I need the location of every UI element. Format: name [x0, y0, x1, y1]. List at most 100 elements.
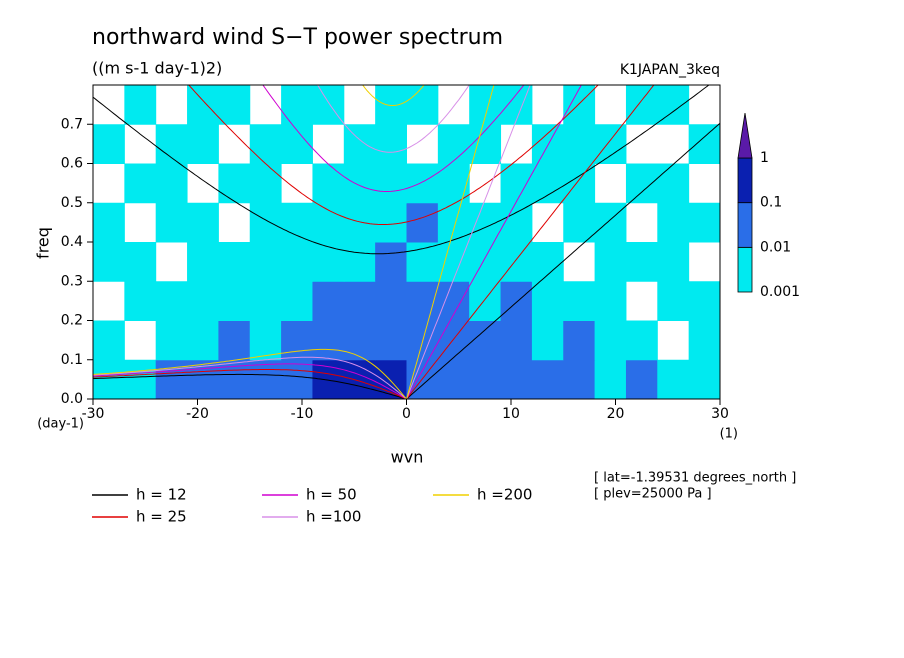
spectrum-cell	[437, 202, 470, 243]
spectrum-cell	[218, 85, 251, 125]
dispersion-curve	[406, 85, 655, 399]
dispersion-curve	[93, 363, 407, 399]
spectrum-cell	[563, 202, 596, 243]
spectrum-cell	[312, 202, 345, 243]
x-tick-label: -30	[82, 406, 105, 422]
colorbar-box	[737, 202, 753, 248]
dispersion-curve	[188, 85, 599, 225]
y-tick-label: 0.2	[61, 313, 83, 329]
spectrum-cell	[375, 163, 407, 204]
spectrum-cell	[531, 242, 564, 282]
spectrum-cell	[249, 242, 282, 282]
spectrum-cell	[563, 163, 596, 204]
chart-subtitle: ((m s-1 day-1)2)	[92, 59, 222, 78]
spectrum-cell	[93, 359, 125, 399]
spectrum-cell	[500, 242, 533, 282]
spectrum-cell	[594, 124, 627, 164]
x-tick-label: 20	[607, 406, 625, 422]
spectrum-cell	[406, 281, 439, 321]
spectrum-cell	[343, 281, 376, 321]
spectrum-cell	[437, 163, 470, 204]
x-tick-label: -20	[186, 406, 209, 422]
spectrum-cell	[406, 202, 439, 243]
spectrum-cell	[500, 359, 533, 399]
spectrum-cell	[657, 281, 690, 321]
spectrum-cell	[531, 163, 564, 204]
spectrum-cell	[375, 124, 407, 164]
x-axis-label: wvn	[391, 448, 424, 467]
spectrum-cell	[155, 202, 188, 243]
spectrum-cell	[281, 202, 313, 243]
spectrum-cell	[625, 85, 658, 125]
dispersion-curve	[93, 85, 710, 255]
colorbar-label: 1	[760, 150, 769, 166]
x-unit: (1)	[720, 427, 738, 442]
spectrum-cell	[343, 242, 376, 282]
dispersion-curve	[93, 373, 407, 399]
spectrum-cell	[688, 202, 720, 243]
legend-label: h = 25	[136, 508, 187, 526]
spectrum-cell	[594, 359, 627, 399]
spectrum-cell	[531, 359, 564, 399]
spectrum-cell	[187, 320, 219, 361]
spectrum-cell	[531, 124, 564, 164]
spectrum-cell	[688, 320, 720, 361]
spectrum-cell	[375, 281, 407, 321]
spectrum-cell	[249, 124, 282, 164]
spectrum-cell	[218, 163, 251, 204]
y-unit: (day-1)	[37, 417, 84, 432]
spectrum-cell	[312, 359, 345, 399]
spectrum-cell	[657, 85, 690, 125]
spectrum-cell	[437, 359, 470, 399]
spectrum-cell	[657, 242, 690, 282]
spectrum-cell	[312, 163, 345, 204]
spectrum-cell	[688, 124, 720, 164]
spectrum-cell	[249, 163, 282, 204]
legend-label: h =100	[306, 508, 361, 526]
spectrum-cell	[155, 320, 188, 361]
spectrum-cell	[594, 202, 627, 243]
spectrum-cell	[93, 124, 125, 164]
spectrum-cell	[93, 202, 125, 243]
y-tick-label: 0.3	[61, 273, 83, 289]
spectrum-cell	[500, 320, 533, 361]
y-axis-label: freq	[34, 227, 53, 259]
spectrum-cell	[657, 359, 690, 399]
spectrum-cell	[437, 124, 470, 164]
spectrum-cell	[187, 85, 219, 125]
spectrum-cell	[155, 281, 188, 321]
y-tick-label: 0.4	[61, 234, 83, 250]
spectrum-cell	[375, 242, 407, 282]
spectrum-cell	[124, 281, 157, 321]
spectrum-cell	[657, 163, 690, 204]
x-tick-label: 0	[402, 406, 411, 422]
chart-title: northward wind S−T power spectrum	[92, 25, 503, 50]
spectrum-cell	[406, 163, 439, 204]
spectrum-cell	[531, 320, 564, 361]
spectrum-cell	[500, 202, 533, 243]
dispersion-curve	[362, 85, 425, 106]
spectrum-cell	[218, 320, 251, 361]
dispersion-curve	[93, 369, 407, 399]
spectrum-cell	[375, 85, 407, 125]
spectrum-cell	[625, 163, 658, 204]
note: [ lat=-1.39531 degrees_north ]	[594, 471, 796, 486]
spectrum-cell	[594, 242, 627, 282]
spectrum-cell	[187, 124, 219, 164]
spectrum-cell	[281, 242, 313, 282]
y-tick-label: 0.0	[61, 391, 83, 407]
legend-label: h = 12	[136, 486, 187, 504]
dispersion-curve	[406, 85, 582, 399]
spectrum-cell	[93, 242, 125, 282]
spectrum-cell	[563, 359, 596, 399]
spectrum-cell	[437, 242, 470, 282]
spectrum-cell	[563, 124, 596, 164]
x-tick-label: 30	[711, 406, 729, 422]
spectrum-cell	[343, 163, 376, 204]
spectrum-cell	[594, 320, 627, 361]
y-tick-label: 0.6	[61, 156, 83, 172]
spectrum-cell	[343, 124, 376, 164]
spectrum-cell	[563, 85, 596, 125]
spectrum-cell	[469, 242, 502, 282]
x-tick-label: 10	[502, 406, 520, 422]
